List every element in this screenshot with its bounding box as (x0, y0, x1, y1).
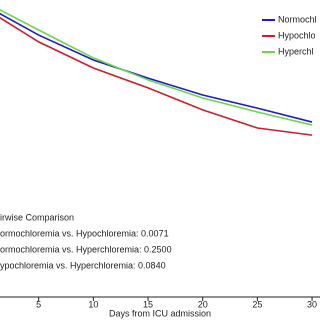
x-tick-label: 15 (143, 299, 153, 309)
x-tick-label: 25 (252, 299, 262, 309)
x-tick-label: 20 (198, 299, 208, 309)
series-line (0, 16, 313, 136)
annotation: ormochloremia vs. Hypochloremia: 0.0071 (0, 228, 169, 238)
annotation: irwise Comparison (0, 212, 74, 222)
x-tick-label: 10 (88, 299, 98, 309)
x-axis-label: Days from ICU admission (109, 308, 211, 318)
legend-label: Normochl (278, 14, 317, 24)
x-tick-label: 5 (36, 299, 41, 309)
annotation: ypochloremia vs. Hyperchloremia: 0.0840 (0, 260, 166, 270)
annotation: ormochloremia vs. Hyperchloremia: 0.2500 (0, 244, 172, 254)
series-line (0, 12, 313, 123)
series-line (0, 8, 313, 126)
x-tick-label: 30 (307, 299, 317, 309)
legend-label: Hyperchl (278, 46, 314, 56)
legend-label: Hypochlo (278, 30, 316, 40)
